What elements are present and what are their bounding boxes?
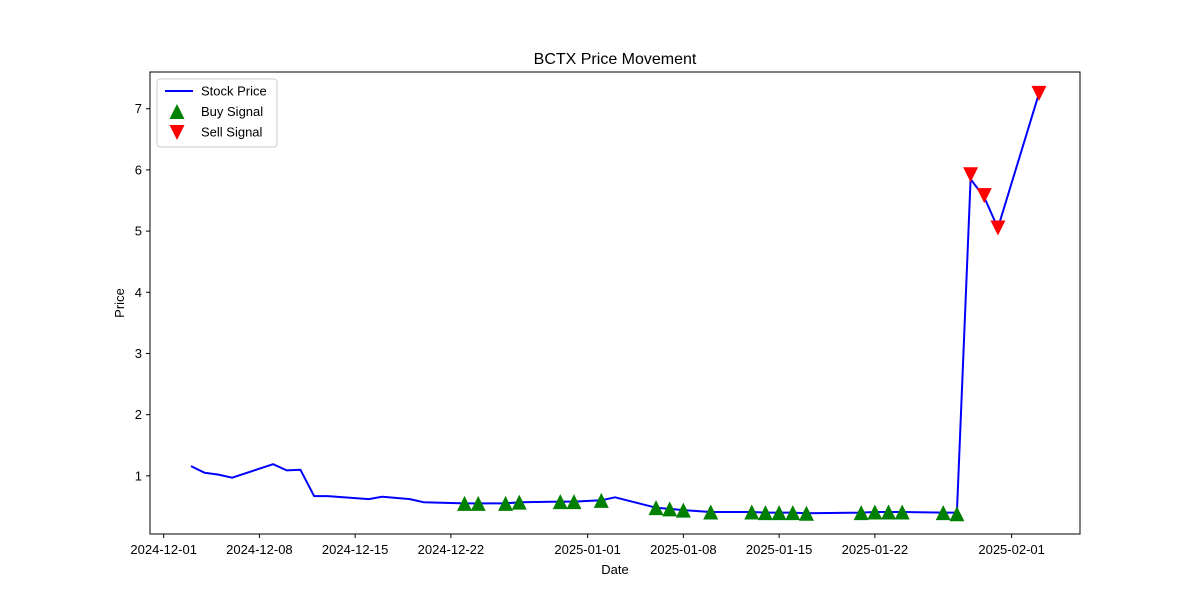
buy-signal-marker [648, 500, 664, 516]
x-axis: 2024-12-01 2024-12-08 2024-12-15 2024-12-22… [130, 534, 1045, 557]
y-tick-label: 2 [135, 407, 142, 422]
stock-price-line [190, 93, 1040, 515]
x-tick-label: 2025-01-22 [842, 542, 909, 557]
plot-area [149, 71, 1081, 535]
y-tick-label: 1 [135, 468, 142, 483]
x-tick-label: 2024-12-15 [322, 542, 389, 557]
sell-signal-marker [990, 220, 1006, 236]
legend: Stock Price Buy Signal Sell Signal [156, 78, 278, 148]
legend-buy-swatch [169, 104, 185, 119]
buy-signal-marker [511, 494, 527, 510]
x-tick-label: 2025-01-01 [554, 542, 621, 557]
buy-signal-marker [593, 492, 609, 508]
sell-signal-markers [963, 85, 1047, 236]
buy-signal-marker [470, 495, 486, 511]
y-tick-label: 6 [135, 162, 142, 177]
x-axis-title: Date [601, 562, 628, 577]
buy-signal-marker [798, 505, 814, 521]
buy-signal-marker [853, 505, 869, 521]
legend-label-stock-price: Stock Price [201, 84, 267, 99]
buy-signal-marker [675, 502, 691, 518]
x-tick-label: 2024-12-01 [130, 542, 197, 557]
y-tick-label: 5 [135, 224, 142, 239]
buy-signal-marker [935, 505, 951, 521]
sell-signal-marker [963, 167, 979, 183]
buy-signal-marker [894, 504, 910, 520]
buy-signal-marker [566, 494, 582, 510]
buy-signal-marker [757, 505, 773, 521]
buy-signal-marker [867, 504, 883, 520]
buy-signal-markers [457, 492, 965, 522]
buy-signal-marker [552, 494, 568, 510]
buy-signal-marker [744, 504, 760, 520]
legend-sell-swatch [169, 125, 185, 140]
sell-signal-marker [976, 188, 992, 204]
legend-label-sell-signal: Sell Signal [201, 125, 263, 140]
y-axis: 1 2 3 4 5 6 7 [135, 101, 150, 483]
y-tick-label: 4 [135, 285, 142, 300]
x-tick-label: 2025-01-08 [650, 542, 717, 557]
legend-box [156, 78, 278, 148]
sell-signal-marker [1031, 85, 1047, 101]
x-tick-label: 2025-01-15 [746, 542, 813, 557]
y-tick-label: 3 [135, 346, 142, 361]
buy-signal-marker [662, 501, 678, 517]
buy-signal-marker [881, 504, 897, 520]
y-tick-label: 7 [135, 101, 142, 116]
buy-signal-marker [703, 504, 719, 520]
x-tick-label: 2024-12-08 [226, 542, 293, 557]
x-tick-label: 2025-02-01 [978, 542, 1045, 557]
buy-signal-marker [785, 505, 801, 521]
x-tick-label: 2024-12-22 [418, 542, 485, 557]
chart-title: BCTX Price Movement [534, 51, 697, 68]
buy-signal-marker [771, 505, 787, 521]
buy-signal-marker [457, 495, 473, 511]
buy-signal-marker [498, 495, 514, 511]
y-axis-title: Price [112, 288, 127, 318]
legend-label-buy-signal: Buy Signal [201, 104, 263, 119]
buy-signal-marker [949, 506, 965, 522]
